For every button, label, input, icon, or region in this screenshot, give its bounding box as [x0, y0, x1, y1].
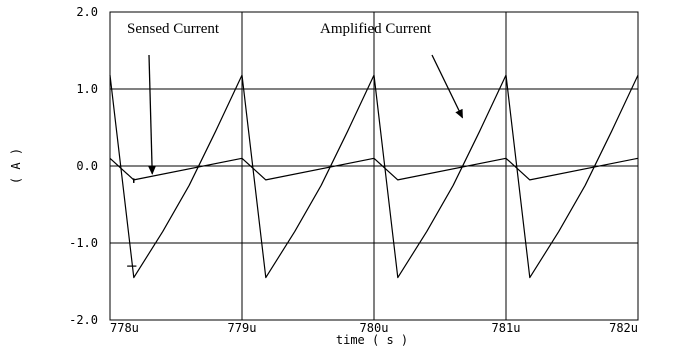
series-line-amplified-current — [109, 74, 639, 279]
x-tick-label: 778u — [110, 321, 139, 335]
ticks: -2.0 -1.0 0.0 1.0 2.0 778u 779u 780u 781u 782u — [69, 5, 638, 335]
annotation-arrow — [431, 54, 464, 119]
y-tick-label: -2.0 — [69, 313, 98, 327]
series-line-sensed-current — [109, 157, 639, 181]
x-axis-label: time ( s ) — [336, 333, 408, 347]
y-axis-label: ( A ) — [9, 148, 23, 184]
annotation-amplified-current: Amplified Current — [320, 21, 432, 37]
y-tick-label: 1.0 — [76, 82, 98, 96]
y-tick-label: -1.0 — [69, 236, 98, 250]
y-tick-label: 2.0 — [76, 5, 98, 19]
series-layer — [109, 74, 639, 279]
x-tick-label: 782u — [609, 321, 638, 335]
annotation-sensed-current: Sensed Current — [127, 21, 220, 37]
x-tick-label: 780u — [360, 321, 389, 335]
grid — [110, 12, 638, 320]
annotations: Sensed Current Amplified Current — [127, 21, 464, 175]
annotation-arrow — [148, 54, 157, 175]
y-tick-label: 0.0 — [76, 159, 98, 173]
x-tick-label: 779u — [228, 321, 257, 335]
x-tick-label: 781u — [492, 321, 521, 335]
